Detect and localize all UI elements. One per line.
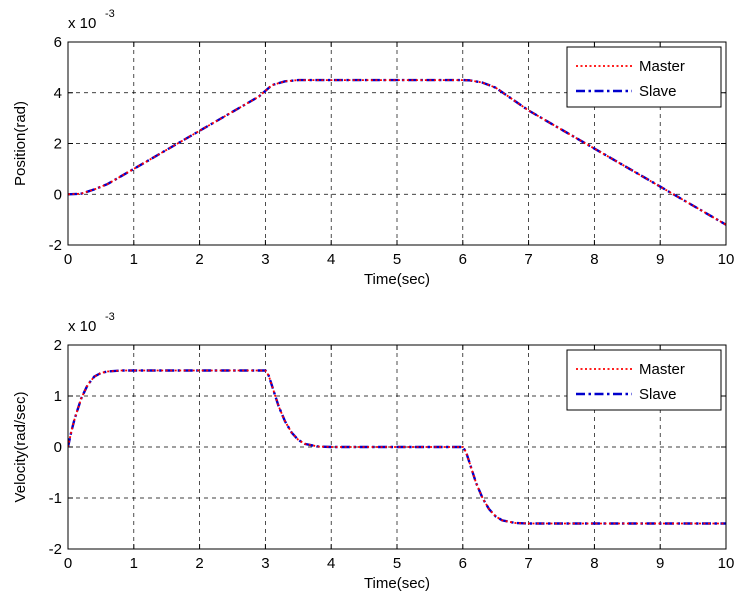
y-tick-label: 4 (54, 85, 62, 102)
x-tick-label: 10 (718, 555, 735, 572)
exponent-power: -3 (105, 311, 115, 323)
y-tick-label: -2 (49, 541, 62, 558)
x-tick-label: 5 (393, 251, 401, 268)
x-tick-label: 0 (64, 555, 72, 572)
x-tick-label: 4 (327, 555, 335, 572)
x-tick-label: 2 (195, 251, 203, 268)
subplot-1: 0 1 2 3 4 5 6 7 8 9 10-20246Time(sec)Position(rad)… (12, 8, 734, 288)
x-tick-label: 4 (327, 251, 335, 268)
subplot-2: 0 1 2 3 4 5 6 7 8 9 10 -2 -1 0 1 2 Time(sec) Velocity(rad… (12, 311, 734, 592)
x-tick-label: 7 (524, 251, 532, 268)
y-tick-label: 2 (54, 136, 62, 153)
y-tick-label: 6 (54, 34, 62, 51)
legend-entry: Master (639, 361, 685, 378)
x-tick-label: 1 (130, 251, 138, 268)
x-tick-label: 7 (524, 555, 532, 572)
x-tick-label: 8 (590, 555, 598, 572)
legend-entry: Master (639, 58, 685, 75)
x-tick-label: 5 (393, 555, 401, 572)
exponent-label: x 10 (68, 318, 96, 335)
legend-box (566, 349, 722, 411)
y-tick-label: -2 (49, 237, 62, 254)
exponent-label: x 10 (68, 15, 96, 32)
legend: Master Slave (566, 46, 722, 108)
legend: Master Slave (566, 349, 722, 411)
series-line-master (68, 369, 726, 525)
x-tick-label: 9 (656, 251, 664, 268)
y-axis-label: Position(rad) (12, 101, 29, 186)
legend-entry: Slave (639, 83, 677, 100)
legend-entry: Slave (639, 386, 677, 403)
series-line-master (68, 79, 726, 226)
x-axis-label: Time(sec) (364, 271, 430, 288)
x-axis-label: Time(sec) (364, 575, 430, 592)
y-tick-label: 0 (54, 439, 62, 456)
y-tick-label: 2 (54, 337, 62, 354)
y-tick-label: 1 (54, 388, 62, 405)
legend-box (566, 46, 722, 108)
y-axis-label: Velocity(rad/sec) (12, 392, 29, 503)
x-tick-label: 10 (718, 251, 735, 268)
x-tick-label: 9 (656, 555, 664, 572)
x-tick-label: 3 (261, 555, 269, 572)
axes-frame (67, 344, 727, 550)
y-tick-label: -1 (49, 490, 62, 507)
y-tick-label: 0 (54, 186, 62, 203)
x-tick-label: 3 (261, 251, 269, 268)
x-tick-label: 6 (459, 555, 467, 572)
x-tick-label: 0 (64, 251, 72, 268)
x-tick-label: 8 (590, 251, 598, 268)
x-tick-label: 6 (459, 251, 467, 268)
exponent-power: -3 (105, 8, 115, 20)
axes-frame (67, 41, 727, 246)
x-tick-label: 1 (130, 555, 138, 572)
x-tick-label: 2 (195, 555, 203, 572)
